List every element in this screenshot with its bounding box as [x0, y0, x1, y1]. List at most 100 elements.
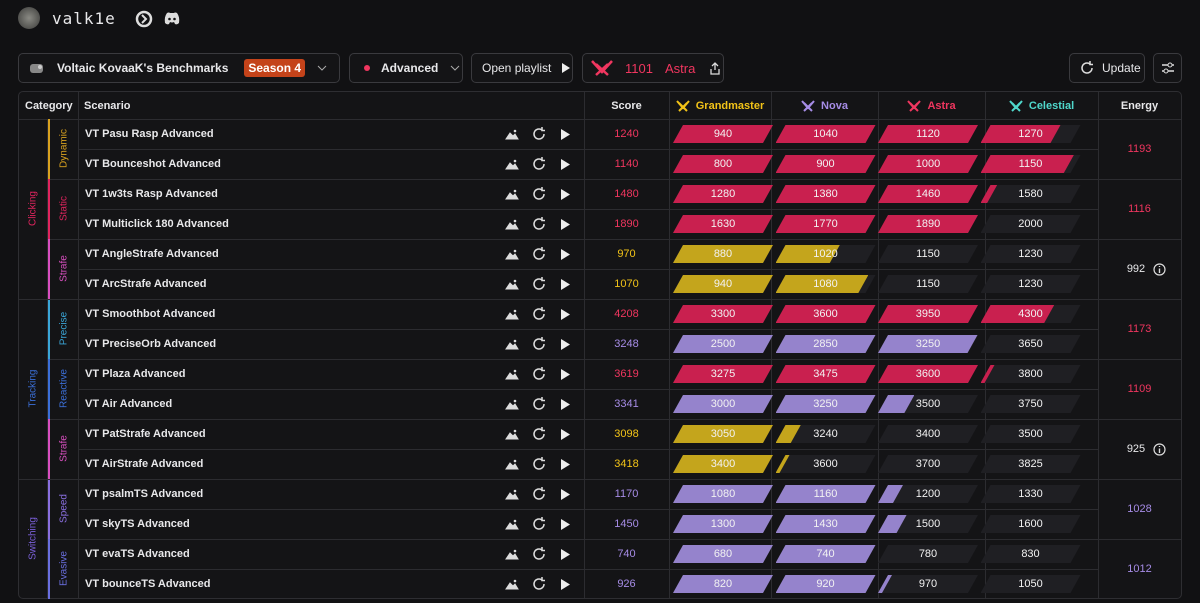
- score: 3098: [614, 428, 639, 440]
- scenario-actions[interactable]: [78, 217, 578, 231]
- settings-button[interactable]: [1153, 53, 1182, 83]
- energy: 992: [1098, 239, 1181, 299]
- scenario-actions[interactable]: [78, 577, 578, 591]
- username[interactable]: valk1e: [52, 9, 116, 28]
- progress-track: [981, 185, 1081, 203]
- progress-track: [776, 455, 876, 473]
- category-divider: [19, 299, 1181, 300]
- column-header: Grandmaster: [669, 92, 771, 119]
- progress-fill: [673, 365, 773, 383]
- progress-fill: [981, 305, 1055, 323]
- threshold: 1330: [1018, 488, 1043, 500]
- threshold: 820: [713, 578, 733, 590]
- threshold: 1500: [915, 518, 941, 530]
- category-label: Tracking: [27, 369, 39, 408]
- column-header: Scenario: [84, 92, 584, 119]
- threshold: 1120: [916, 128, 940, 140]
- progress-track: [981, 575, 1081, 593]
- progress-track: [981, 425, 1081, 443]
- scenario-name: VT AngleStrafe Advanced: [85, 248, 219, 260]
- column-divider: [584, 92, 585, 598]
- threshold: 3400: [710, 458, 736, 470]
- progress-track: [981, 275, 1081, 293]
- kovaaks-icon[interactable]: [135, 10, 153, 28]
- threshold: 1630: [710, 218, 736, 230]
- scenario-actions[interactable]: [78, 157, 578, 171]
- threshold: 920: [816, 578, 835, 590]
- scenario-name: VT ArcStrafe Advanced: [85, 278, 207, 290]
- score: 970: [617, 248, 636, 260]
- scenario-actions[interactable]: [78, 367, 578, 381]
- scenario-actions[interactable]: [78, 187, 578, 201]
- threshold: 1080: [813, 278, 838, 290]
- row-divider: [78, 209, 1098, 210]
- open-playlist-button[interactable]: Open playlist: [471, 53, 573, 83]
- score: 1480: [614, 188, 639, 200]
- progress-fill: [878, 305, 978, 323]
- progress-fill: [776, 515, 876, 533]
- scenario-actions[interactable]: [78, 547, 578, 561]
- subcategory-bar: [48, 359, 50, 419]
- discord-icon[interactable]: [163, 11, 181, 26]
- progress-fill: [673, 425, 773, 443]
- column-divider: [669, 92, 670, 598]
- score: 926: [617, 578, 636, 590]
- progress-track: [981, 365, 1081, 383]
- threshold: 3275: [710, 368, 736, 380]
- subcategory-label: Static: [58, 196, 70, 222]
- column-label: Category: [25, 99, 73, 112]
- scenario-actions[interactable]: [78, 427, 578, 441]
- progress-fill: [673, 485, 773, 503]
- column-label: Score: [611, 99, 642, 112]
- scenario-actions[interactable]: [78, 307, 578, 321]
- threshold: 1230: [1018, 278, 1043, 290]
- column-header: Energy: [1098, 92, 1181, 119]
- progress-fill: [981, 125, 1061, 143]
- scenario-actions[interactable]: [78, 487, 578, 501]
- scenario-actions[interactable]: [78, 247, 578, 261]
- scenario-actions[interactable]: [78, 517, 578, 531]
- threshold: 1040: [813, 128, 838, 140]
- progress-fill: [673, 245, 773, 263]
- scenario-actions[interactable]: [78, 337, 578, 351]
- threshold: 1600: [1018, 518, 1043, 530]
- progress-fill: [878, 395, 914, 413]
- category-label: Switching: [27, 517, 39, 560]
- benchmark-select[interactable]: Voltaic KovaaK's Benchmarks Season 4: [18, 53, 340, 83]
- threshold: 740: [816, 548, 835, 560]
- progress-fill: [776, 125, 876, 143]
- score: 1170: [614, 488, 639, 500]
- scenario-actions[interactable]: [78, 397, 578, 411]
- score: 3341: [614, 398, 639, 410]
- scenario-actions[interactable]: [78, 277, 578, 291]
- rank-button[interactable]: 1101 Astra: [582, 53, 724, 83]
- threshold: 1460: [915, 188, 941, 200]
- score: 3248: [614, 338, 639, 350]
- scenario-name: VT bounceTS Advanced: [85, 578, 211, 590]
- threshold: 1770: [813, 218, 838, 230]
- threshold: 1150: [916, 248, 940, 260]
- row-divider: [78, 149, 1098, 150]
- update-button[interactable]: Update: [1069, 53, 1145, 83]
- subcategory-label: Evasive: [58, 551, 70, 587]
- progress-track: [981, 485, 1081, 503]
- avatar[interactable]: [18, 7, 40, 29]
- subcategory-bar: [48, 299, 50, 359]
- subcategory-label: Strafe: [58, 435, 70, 462]
- scenario-name: VT Smoothbot Advanced: [85, 308, 216, 320]
- threshold: 3700: [915, 458, 941, 470]
- scenario-actions[interactable]: [78, 457, 578, 471]
- divider: [78, 92, 79, 598]
- threshold: 3500: [915, 398, 941, 410]
- difficulty-select[interactable]: Advanced: [349, 53, 463, 83]
- subcategory-label: Speed: [58, 494, 70, 523]
- subcategory-label: Precise: [58, 311, 70, 346]
- info-icon[interactable]: [1153, 442, 1166, 456]
- progress-fill: [878, 125, 978, 143]
- threshold: 2850: [813, 338, 838, 350]
- progress-fill: [776, 395, 876, 413]
- threshold: 2500: [710, 338, 736, 350]
- progress-track: [981, 395, 1081, 413]
- info-icon[interactable]: [1153, 262, 1166, 276]
- scenario-actions[interactable]: [78, 127, 578, 141]
